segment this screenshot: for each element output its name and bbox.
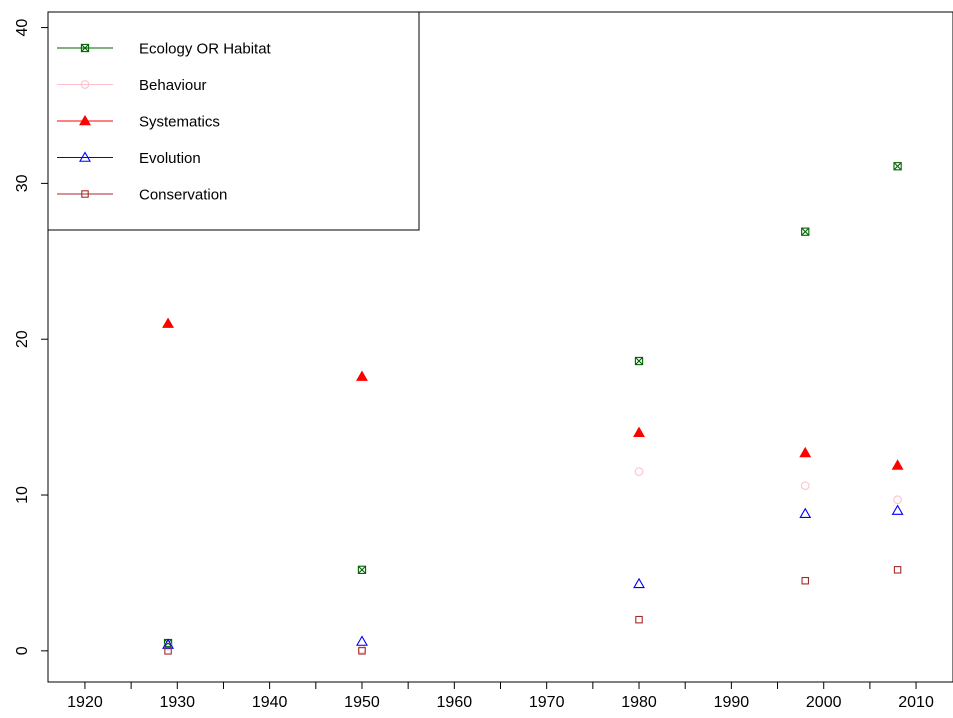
data-point: [356, 370, 368, 381]
data-point: [633, 426, 645, 437]
legend-marker: [79, 114, 91, 126]
marker-triangle: [356, 370, 368, 381]
data-point: [799, 507, 812, 519]
y-tick-label: 20: [14, 330, 31, 348]
marker-square: [634, 356, 644, 366]
legend-label: Evolution: [139, 150, 201, 167]
legend-label: Behaviour: [139, 77, 207, 94]
x-tick-label: 1970: [529, 694, 565, 711]
x-tick-label: 2010: [898, 694, 934, 711]
data-point: [634, 356, 644, 366]
x-tick-label: 1990: [714, 694, 750, 711]
marker-square: [80, 43, 90, 53]
data-point: [634, 467, 644, 477]
series-behaviour: [163, 467, 902, 654]
data-point: [358, 647, 366, 655]
x-tick-label: 1980: [621, 694, 657, 711]
marker-triangle: [356, 635, 368, 646]
marker-triangle: [162, 638, 174, 649]
marker-square: [801, 576, 809, 585]
marker-cross-b: [801, 227, 810, 236]
marker-square: [893, 566, 902, 574]
marker-triangle: [79, 114, 91, 126]
data-point: [162, 638, 174, 649]
marker-circle: [893, 495, 902, 505]
marker-circle: [634, 467, 644, 477]
marker-circle: [80, 80, 90, 89]
marker-triangle: [891, 504, 904, 515]
data-point: [893, 566, 902, 574]
legend-marker: [81, 190, 89, 198]
marker-triangle: [162, 317, 174, 328]
legend-marker: [79, 151, 91, 162]
data-point: [801, 576, 809, 585]
marker-triangle: [799, 507, 812, 519]
data-point: [800, 481, 810, 491]
marker-square: [357, 565, 367, 574]
data-point: [891, 504, 904, 515]
series-conservation: [164, 566, 902, 655]
data-point: [893, 495, 902, 505]
x-tick-label: 1930: [159, 694, 195, 711]
legend-marker: [80, 43, 90, 53]
data-point: [801, 227, 810, 236]
legend-label: Ecology OR Habitat: [139, 41, 272, 58]
legend-label: Conservation: [139, 187, 227, 204]
marker-cross-b: [635, 357, 644, 366]
y-tick-label: 0: [14, 646, 31, 655]
legend-marker: [80, 80, 90, 89]
legend-item: Evolution: [57, 150, 201, 167]
data-point: [799, 446, 812, 458]
series-systematics: [162, 317, 904, 470]
marker-triangle: [891, 459, 904, 470]
legend-item: Ecology OR Habitat: [57, 41, 272, 58]
legend-item: Conservation: [57, 187, 227, 204]
marker-cross-b: [357, 565, 366, 574]
data-point: [357, 565, 367, 574]
data-points: [162, 162, 904, 655]
marker-square: [635, 615, 643, 624]
x-tick-label: 1920: [67, 694, 103, 711]
marker-cross-b: [893, 162, 902, 171]
marker-square: [893, 162, 902, 171]
marker-square: [81, 190, 89, 198]
marker-cross-b: [81, 44, 89, 52]
x-tick-label: 1940: [252, 694, 288, 711]
x-axis: 1920 1930 1940 1950 1960 1970 1980 1990 2000 2010: [67, 682, 934, 711]
marker-square: [358, 647, 366, 655]
y-tick-label: 30: [14, 174, 31, 192]
marker-cross-b: [164, 639, 173, 648]
legend-item: Behaviour: [57, 77, 207, 94]
data-point: [356, 635, 368, 646]
marker-triangle: [79, 151, 91, 162]
data-point: [893, 162, 902, 171]
series-ecology-or-habitat: [163, 162, 902, 648]
series-evolution: [162, 504, 904, 649]
data-point: [891, 459, 904, 470]
data-point: [633, 577, 645, 589]
x-tick-label: 1950: [344, 694, 380, 711]
marker-triangle: [633, 577, 645, 589]
x-tick-label: 1960: [437, 694, 473, 711]
legend-item: Systematics: [57, 114, 220, 131]
y-tick-label: 10: [14, 486, 31, 504]
marker-square: [801, 227, 810, 236]
data-point: [162, 317, 174, 328]
data-point: [164, 647, 172, 655]
data-point: [635, 615, 643, 624]
y-tick-label: 40: [14, 19, 31, 37]
legend-label: Systematics: [139, 114, 220, 131]
y-axis: 0 10 20 30 40: [14, 19, 48, 655]
marker-triangle: [633, 426, 645, 437]
marker-triangle: [799, 446, 812, 458]
legend: Ecology OR Habitat Behaviour Systematics Ev…: [47, 11, 420, 231]
x-tick-label: 2000: [806, 694, 842, 711]
marker-square: [164, 647, 172, 655]
marker-circle: [800, 481, 810, 491]
